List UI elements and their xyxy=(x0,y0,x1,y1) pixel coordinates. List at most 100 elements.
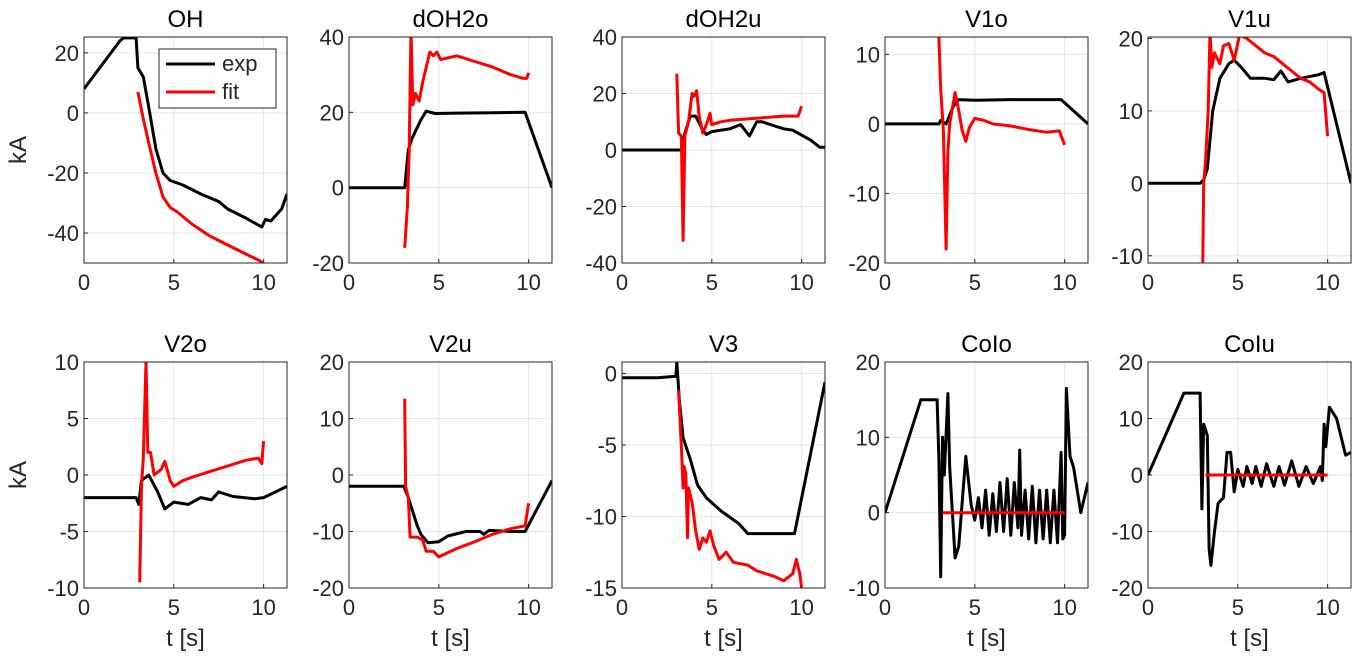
y-tick-label: -15 xyxy=(585,576,617,601)
y-tick-label: 40 xyxy=(593,25,617,50)
x-tick-label: 10 xyxy=(251,595,275,620)
series-fit xyxy=(136,91,265,263)
series-fit xyxy=(675,73,804,242)
subplot-title: V1u xyxy=(1228,6,1271,33)
axes-box xyxy=(884,361,1089,589)
y-tick-label: 10 xyxy=(55,350,79,375)
y-tick-label: -20 xyxy=(47,161,79,186)
x-tick-label: 10 xyxy=(1052,270,1076,295)
x-axis-label: t [s] xyxy=(704,625,743,652)
plot-area xyxy=(622,362,825,588)
series-fit xyxy=(677,390,804,588)
x-axis-label: t [s] xyxy=(1230,625,1269,652)
y-tick-label: -10 xyxy=(1111,520,1143,545)
y-axis-label: kA xyxy=(5,461,32,489)
y-axis-label: kA xyxy=(5,136,32,164)
y-tick-label: -10 xyxy=(47,576,79,601)
y-tick-label: 20 xyxy=(320,100,344,125)
series-fit xyxy=(403,37,531,248)
y-tick-label: 10 xyxy=(856,425,880,450)
y-tick-label: 0 xyxy=(605,138,617,163)
y-tick-label: 0 xyxy=(868,501,880,526)
y-tick-label: 0 xyxy=(332,463,344,488)
x-tick-label: 5 xyxy=(168,270,180,295)
y-tick-label: -10 xyxy=(585,504,617,529)
subplot-title: V2o xyxy=(164,331,207,358)
x-tick-label: 5 xyxy=(1232,270,1244,295)
axes-box xyxy=(83,36,288,264)
plot-area xyxy=(885,362,1088,588)
x-tick-label: 5 xyxy=(969,270,981,295)
subplot-title: V2u xyxy=(429,331,472,358)
subplot-v1o: 0 5 10 -20 -10 0 10 V1o xyxy=(848,6,1089,295)
y-tick-label: 10 xyxy=(1119,99,1143,124)
subplot-v2o: 0 5 10 -10 -5 0 5 10 V2o kA t [s] xyxy=(5,331,288,652)
y-tick-label: 0 xyxy=(1131,463,1143,488)
axes-box xyxy=(621,361,826,589)
series-exp xyxy=(84,37,287,229)
x-tick-label: 5 xyxy=(706,595,718,620)
x-tick-label: 10 xyxy=(251,270,275,295)
axes-box xyxy=(884,36,1089,264)
y-tick-label: -10 xyxy=(848,181,880,206)
x-tick-label: 0 xyxy=(879,595,891,620)
x-tick-label: 10 xyxy=(789,270,813,295)
series-fit xyxy=(1201,37,1330,263)
x-tick-label: 0 xyxy=(1142,595,1154,620)
subplot-doh2u: 0 5 10 -40 -20 0 20 40 dOH2u xyxy=(585,6,826,295)
y-tick-label: 10 xyxy=(320,407,344,432)
y-tick-label: 20 xyxy=(856,350,880,375)
axes-box xyxy=(348,361,553,589)
series-fit xyxy=(138,362,266,583)
y-tick-label: 20 xyxy=(320,350,344,375)
y-tick-label: -20 xyxy=(312,576,344,601)
x-axis-label: t [s] xyxy=(431,625,470,652)
series-fit xyxy=(403,398,531,559)
subplot-title: V1o xyxy=(965,6,1008,33)
x-tick-label: 0 xyxy=(616,595,628,620)
x-tick-label: 0 xyxy=(343,595,355,620)
y-tick-label: -10 xyxy=(848,576,880,601)
y-tick-label: -5 xyxy=(597,433,617,458)
y-tick-label: -20 xyxy=(848,251,880,276)
x-axis-label: t [s] xyxy=(166,625,205,652)
y-tick-label: -40 xyxy=(47,221,79,246)
y-tick-label: 0 xyxy=(332,176,344,201)
subplot-title: CoIo xyxy=(961,331,1012,358)
axes-box xyxy=(348,36,553,264)
x-tick-label: 10 xyxy=(789,595,813,620)
subplot-coiu: 0 5 10 -20 -10 0 10 20 CoIu t [s] xyxy=(1111,331,1352,652)
y-tick-label: -10 xyxy=(1111,244,1143,269)
y-tick-label: 10 xyxy=(856,42,880,67)
axes-box xyxy=(1147,361,1352,589)
subplot-title: dOH2o xyxy=(412,6,488,33)
axes-box xyxy=(621,36,826,264)
y-tick-label: -20 xyxy=(312,251,344,276)
x-tick-label: 10 xyxy=(1315,270,1339,295)
y-tick-label: 0 xyxy=(605,361,617,386)
y-tick-label: 20 xyxy=(593,82,617,107)
y-tick-label: -5 xyxy=(59,520,79,545)
x-tick-label: 10 xyxy=(516,270,540,295)
y-tick-label: 0 xyxy=(67,463,79,488)
series-exp xyxy=(1148,58,1351,185)
x-tick-label: 5 xyxy=(433,270,445,295)
y-tick-label: 40 xyxy=(320,25,344,50)
x-tick-label: 5 xyxy=(168,595,180,620)
legend-label-fit: fit xyxy=(222,79,239,104)
x-tick-label: 0 xyxy=(343,270,355,295)
y-tick-label: -20 xyxy=(1111,576,1143,601)
x-tick-label: 10 xyxy=(516,595,540,620)
x-tick-label: 0 xyxy=(879,270,891,295)
axes-box xyxy=(83,361,288,589)
subplot-oh: 0 5 10 -40 -20 0 20 OH kA exp fit xyxy=(5,6,288,295)
y-tick-label: 20 xyxy=(55,41,79,66)
y-tick-label: 20 xyxy=(1119,26,1143,51)
x-tick-label: 0 xyxy=(78,270,90,295)
series-exp xyxy=(622,362,825,536)
subplot-title: OH xyxy=(168,6,204,33)
series-exp xyxy=(349,109,552,190)
